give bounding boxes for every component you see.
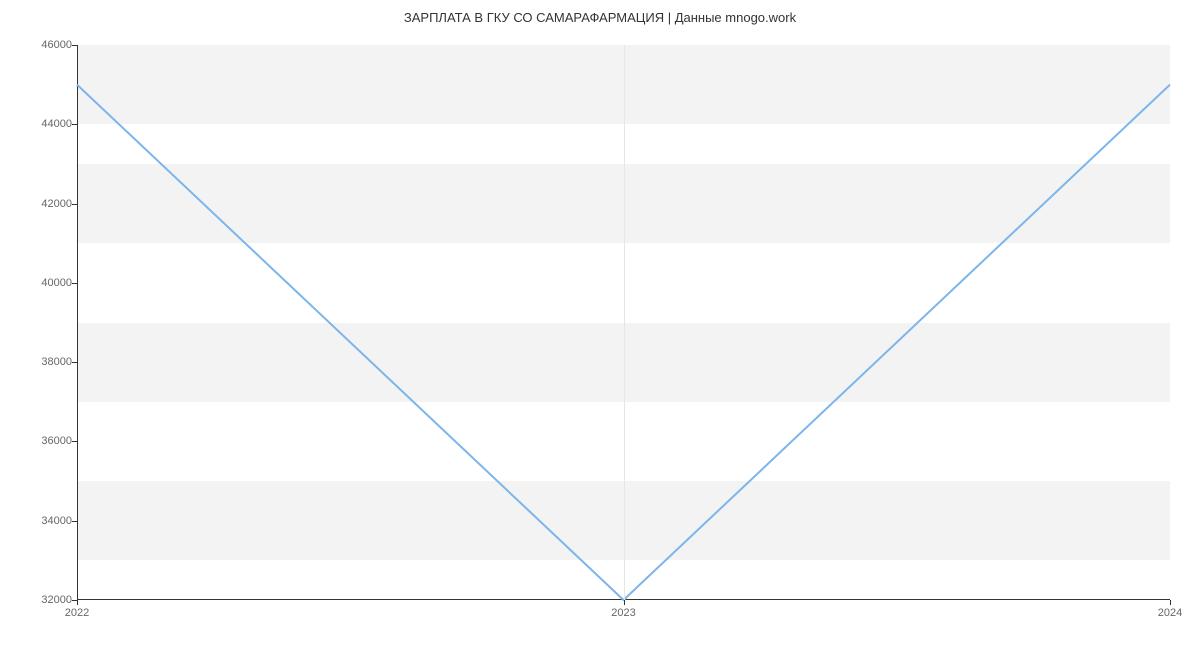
y-tick-mark: [72, 283, 77, 284]
x-axis-label: 2024: [1158, 607, 1182, 619]
chart-container: ЗАРПЛАТА В ГКУ СО САМАРАФАРМАЦИЯ | Данны…: [0, 0, 1200, 650]
y-axis-label: 36000: [41, 435, 72, 447]
x-tick-mark: [77, 600, 78, 605]
y-axis-label: 40000: [41, 277, 72, 289]
x-grid-line: [624, 45, 625, 600]
x-axis-label: 2023: [611, 607, 635, 619]
chart-title: ЗАРПЛАТА В ГКУ СО САМАРАФАРМАЦИЯ | Данны…: [0, 10, 1200, 25]
y-axis-label: 44000: [41, 118, 72, 130]
y-axis-label: 42000: [41, 198, 72, 210]
y-tick-mark: [72, 441, 77, 442]
y-tick-mark: [72, 521, 77, 522]
y-axis-label: 32000: [41, 594, 72, 606]
y-axis-label: 34000: [41, 515, 72, 527]
y-tick-mark: [72, 362, 77, 363]
y-tick-mark: [72, 124, 77, 125]
y-axis-label: 46000: [41, 39, 72, 51]
x-tick-mark: [624, 600, 625, 605]
x-axis-label: 2022: [65, 607, 89, 619]
x-tick-mark: [1170, 600, 1171, 605]
y-tick-mark: [72, 45, 77, 46]
y-tick-mark: [72, 204, 77, 205]
y-axis-label: 38000: [41, 356, 72, 368]
